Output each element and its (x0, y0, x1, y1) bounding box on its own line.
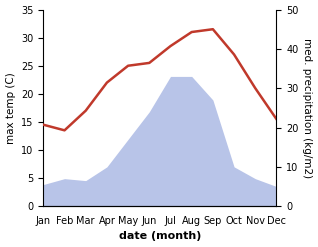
Y-axis label: med. precipitation (kg/m2): med. precipitation (kg/m2) (302, 38, 313, 178)
Y-axis label: max temp (C): max temp (C) (5, 72, 16, 144)
X-axis label: date (month): date (month) (119, 231, 201, 242)
